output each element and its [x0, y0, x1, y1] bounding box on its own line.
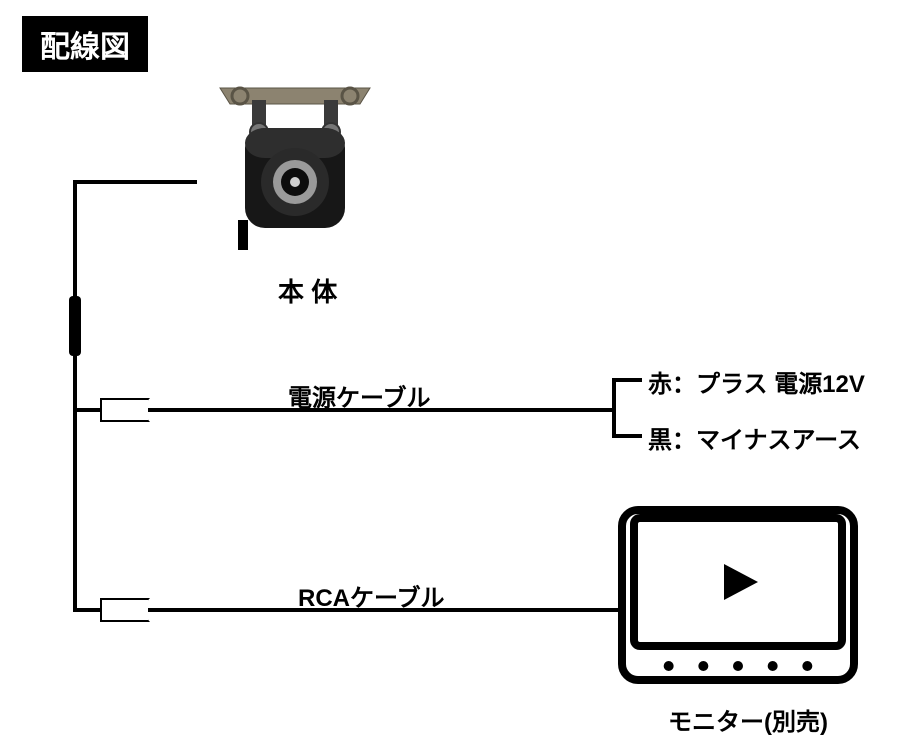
- connector-power: [100, 398, 150, 422]
- label-rca: RCAケーブル: [298, 578, 445, 613]
- label-red: 赤：プラス 電源12V: [648, 364, 865, 399]
- monitor: [618, 506, 858, 684]
- label-body: 本 体: [278, 272, 337, 309]
- camera-body: [200, 70, 390, 260]
- title-badge: 配線図: [22, 16, 148, 72]
- label-monitor: モニター(別売): [668, 702, 828, 737]
- label-black: 黒：マイナスアース: [648, 420, 861, 455]
- label-power: 電源ケーブル: [288, 378, 431, 413]
- cable-ferrite: [69, 296, 81, 356]
- connector-rca: [100, 598, 150, 622]
